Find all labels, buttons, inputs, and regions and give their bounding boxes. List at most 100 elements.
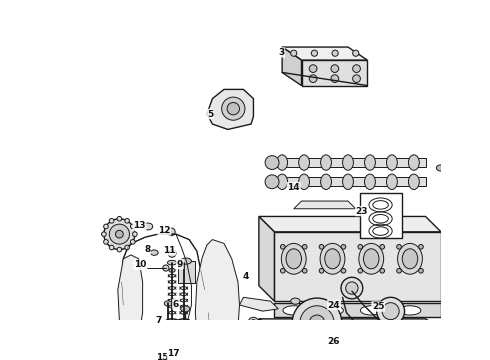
Ellipse shape <box>282 344 305 360</box>
Circle shape <box>129 351 133 355</box>
Text: 4: 4 <box>243 272 249 281</box>
Polygon shape <box>282 47 368 60</box>
Text: 3: 3 <box>278 48 285 57</box>
Ellipse shape <box>299 155 310 170</box>
Polygon shape <box>201 327 236 355</box>
Ellipse shape <box>399 306 421 315</box>
Circle shape <box>130 224 135 229</box>
Circle shape <box>109 224 129 244</box>
Polygon shape <box>118 255 143 351</box>
Ellipse shape <box>409 174 419 189</box>
Polygon shape <box>240 297 278 311</box>
Polygon shape <box>176 353 241 360</box>
Ellipse shape <box>321 344 344 360</box>
Circle shape <box>346 346 354 354</box>
Ellipse shape <box>360 344 383 360</box>
Circle shape <box>291 50 297 56</box>
Ellipse shape <box>281 243 306 274</box>
Circle shape <box>281 354 309 360</box>
Text: 24: 24 <box>328 301 341 310</box>
Polygon shape <box>207 89 253 130</box>
Ellipse shape <box>150 250 158 255</box>
Ellipse shape <box>397 243 422 274</box>
Ellipse shape <box>387 155 397 170</box>
Circle shape <box>221 97 245 120</box>
Polygon shape <box>196 239 240 360</box>
Ellipse shape <box>343 155 353 170</box>
Circle shape <box>103 224 108 229</box>
Circle shape <box>305 352 312 358</box>
Ellipse shape <box>286 249 301 269</box>
Circle shape <box>340 348 345 354</box>
Circle shape <box>358 269 363 273</box>
Ellipse shape <box>291 298 300 304</box>
Ellipse shape <box>402 249 418 269</box>
Text: 7: 7 <box>156 316 162 325</box>
Ellipse shape <box>320 174 331 189</box>
Polygon shape <box>259 216 274 301</box>
Ellipse shape <box>178 333 192 339</box>
Text: 8: 8 <box>144 245 150 254</box>
Circle shape <box>168 228 175 236</box>
Circle shape <box>280 244 285 249</box>
Circle shape <box>332 50 338 56</box>
Circle shape <box>130 239 135 244</box>
Circle shape <box>331 75 339 82</box>
Ellipse shape <box>364 249 379 269</box>
Text: 11: 11 <box>163 246 175 255</box>
Text: 25: 25 <box>372 302 385 311</box>
Bar <box>270 158 425 167</box>
Ellipse shape <box>165 319 179 325</box>
Ellipse shape <box>181 258 192 264</box>
Polygon shape <box>274 232 441 301</box>
Ellipse shape <box>325 350 340 360</box>
Ellipse shape <box>343 174 353 189</box>
Ellipse shape <box>181 269 187 272</box>
Circle shape <box>300 306 334 339</box>
Polygon shape <box>251 334 339 360</box>
Text: 23: 23 <box>356 207 368 216</box>
Polygon shape <box>301 60 368 86</box>
Text: 9: 9 <box>176 260 183 269</box>
Polygon shape <box>259 319 274 360</box>
Ellipse shape <box>320 243 345 274</box>
Bar <box>274 303 441 317</box>
Circle shape <box>109 245 114 250</box>
Ellipse shape <box>321 306 343 315</box>
Circle shape <box>319 269 324 273</box>
Ellipse shape <box>181 306 190 312</box>
Ellipse shape <box>361 306 382 315</box>
Text: 12: 12 <box>158 226 171 235</box>
Circle shape <box>144 354 148 357</box>
Circle shape <box>125 351 149 360</box>
Circle shape <box>125 245 129 250</box>
Ellipse shape <box>341 346 355 354</box>
Circle shape <box>358 244 363 249</box>
Text: 6: 6 <box>173 300 179 309</box>
Circle shape <box>382 303 399 320</box>
Circle shape <box>341 244 346 249</box>
Ellipse shape <box>359 243 384 274</box>
Circle shape <box>377 297 405 325</box>
Circle shape <box>265 175 279 189</box>
Circle shape <box>418 244 423 249</box>
Polygon shape <box>259 319 441 328</box>
Circle shape <box>212 334 228 350</box>
Circle shape <box>250 320 257 326</box>
Circle shape <box>309 315 325 330</box>
Circle shape <box>380 244 385 249</box>
Circle shape <box>200 350 225 360</box>
Ellipse shape <box>364 350 378 360</box>
Circle shape <box>418 269 423 273</box>
Circle shape <box>163 265 169 271</box>
Circle shape <box>397 269 401 273</box>
Circle shape <box>380 269 385 273</box>
Circle shape <box>431 348 437 354</box>
Text: 17: 17 <box>167 349 180 358</box>
Circle shape <box>309 75 317 82</box>
Circle shape <box>227 103 240 115</box>
Circle shape <box>302 269 307 273</box>
Circle shape <box>116 230 123 238</box>
Ellipse shape <box>299 174 310 189</box>
Circle shape <box>353 65 361 72</box>
